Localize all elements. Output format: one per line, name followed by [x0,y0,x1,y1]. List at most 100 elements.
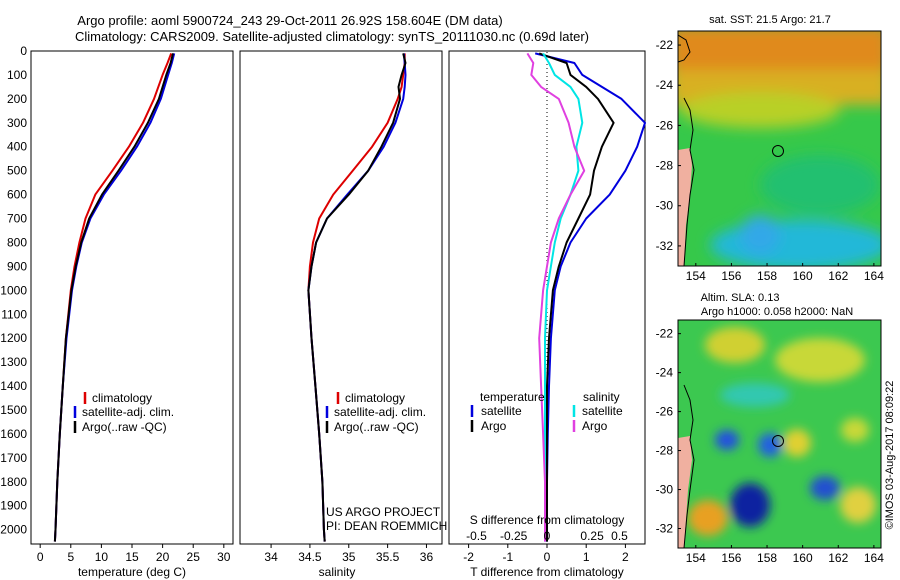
map-y-tick-label: -22 [656,38,674,52]
x-tick-label: 25 [187,550,201,564]
depth-tick-label: 0 [20,44,27,58]
x-tick-label: 34.5 [298,550,322,564]
map-y-tick-label: -26 [656,118,674,132]
sla-teal-patch [720,383,790,407]
depth-tick-label: 1500 [0,403,27,417]
sst-yellow-patch [680,92,840,128]
x-tick-label: 35 [342,550,356,564]
s-tick-label: 0.25 [580,529,604,543]
sla-yellow-eddy-3 [841,418,869,442]
depth-axis: 0 100 200 300 400 500 600 700 800 900 1000 1100 1200… [0,44,453,537]
difference-panel: -2 -1 0 1 2 -0.5 -0.25 0 0.25 0.5 S difference f… [448,50,646,579]
credit-pi: PI: DEAN ROEMMICH [326,519,447,533]
header-line-1: Argo profile: aoml 5900724_243 29-Oct-20… [77,13,502,28]
map-y-tick-label: -32 [656,239,674,253]
map-x-tick-label: 154 [686,551,706,565]
sst-green-patch [760,155,880,215]
sla-map: Altim. SLA: 0.13 Argo h1000: 0.058 h2000… [656,292,885,565]
map-x-tick-label: 158 [757,269,777,283]
x-tick-label: -2 [463,550,474,564]
header-line-2: Climatology: CARS2009. Satellite-adjuste… [75,29,589,44]
depth-tick-label: 1800 [0,475,27,489]
sla-blue-eddy-2 [758,433,782,457]
depth-tick-label: 1200 [0,331,27,345]
sst-cool-patch-2 [740,215,780,255]
temperature-legend: climatology satellite-adj. clim. Argo(..… [73,391,174,434]
map-x-tick-label: 160 [793,269,813,283]
legend-s-argo-label: Argo [582,419,608,433]
sla-map-title-1: Altim. SLA: 0.13 [701,292,780,304]
sst-land [678,148,692,266]
depth-tick-label: 1600 [0,427,27,441]
map-y-tick-label: -26 [656,405,674,419]
x-tick-label: 15 [125,550,139,564]
series-line-argo [538,52,615,542]
depth-tick-label: 800 [7,235,27,249]
map-x-tick-label: 162 [828,551,848,565]
s-tick-label: -0.5 [466,529,487,543]
map-x-tick-label: 158 [757,551,777,565]
sst-coastline [683,97,695,266]
salinity-xlabel: salinity [319,565,356,579]
sst-float-marker [772,145,784,157]
legend-salinity-title: salinity [583,390,620,404]
sla-float-marker [772,435,784,447]
depth-tick-label: 900 [7,259,27,273]
legend-temperature-title: temperature [480,390,545,404]
map-y-tick-label: -24 [656,78,674,92]
temperature-xlabel: temperature (deg C) [78,565,186,579]
map-x-tick-label: 164 [864,551,884,565]
legend-t-argo-label: Argo [481,419,507,433]
sst-map-title: sat. SST: 21.5 Argo: 21.7 [709,14,831,26]
map-y-tick-label: -30 [656,199,674,213]
map-y-tick-label: -22 [656,327,674,341]
series-line-argo-raw-qc [307,53,407,542]
credit-project: US ARGO PROJECT [326,505,441,519]
s-difference-label: S difference from climatology [470,513,625,527]
temperature-plot-frame [30,50,234,545]
x-tick-label: 34 [264,550,278,564]
legend-argo-label: Argo(..raw -QC) [334,420,419,434]
map-x-tick-label: 160 [793,551,813,565]
depth-tick-label: 600 [7,188,27,202]
depth-tick-label: 100 [7,68,27,82]
series-line-satellite [542,52,584,542]
legend-satellite-label: satellite-adj. clim. [82,405,174,419]
sst-coastline-2 [678,34,691,63]
x-tick-label: 0 [37,550,44,564]
t-difference-label: T difference from climatology [470,565,624,579]
depth-tick-label: 300 [7,116,27,130]
x-tick-label: 2 [622,550,629,564]
map-x-tick-label: 164 [864,269,884,283]
sla-blue-eddy-3 [810,476,840,500]
sla-land [678,436,692,548]
map-y-tick-label: -28 [656,444,674,458]
legend-t-satellite-label: satellite [481,404,522,418]
x-tick-label: -1 [502,550,513,564]
x-tick-label: 20 [156,550,170,564]
salinity-plot-frame [239,50,443,545]
series-line-argo-raw-qc [53,53,174,542]
sla-blue-eddy [715,430,739,450]
map-y-tick-label: -32 [656,522,674,536]
depth-tick-label: 700 [7,212,27,226]
sla-yellow-eddy-2 [840,487,876,523]
map-y-tick-label: -24 [656,366,674,380]
sla-dark-eddy [730,483,770,527]
depth-tick-label: 500 [7,164,27,178]
x-tick-label: 0 [544,550,551,564]
sla-yellow-eddy [783,429,811,457]
x-tick-label: 30 [217,550,231,564]
depth-tick-label: 2000 [0,523,27,537]
legend-argo-label: Argo(..raw -QC) [82,420,167,434]
sla-map-frame [677,319,882,549]
x-tick-label: 1 [583,550,590,564]
depth-tick-label: 200 [7,92,27,106]
depth-tick-label: 1900 [0,499,27,513]
salinity-legend: climatology satellite-adj. clim. Argo(..… [325,391,426,434]
sla-orange-eddy [688,500,728,536]
depth-tick-label: 1000 [0,283,27,297]
sst-cool-patch [710,220,881,266]
s-tick-label: 0.5 [611,529,628,543]
